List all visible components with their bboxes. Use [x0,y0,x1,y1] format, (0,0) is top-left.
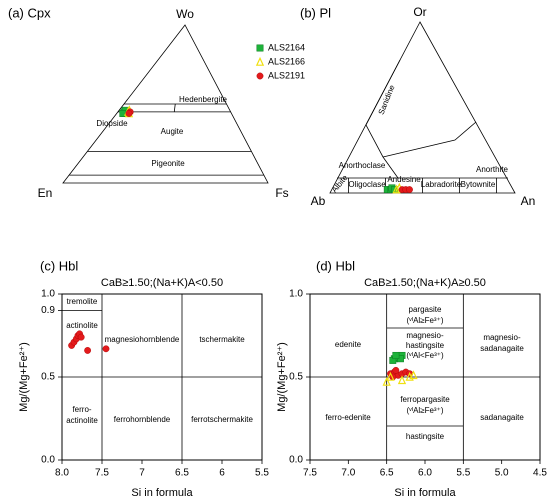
field-label: ferro- [72,405,91,414]
marker [125,110,133,117]
x-axis-title: Si in formula [394,487,456,499]
field-label: (ᵛᴵAl<Fe³⁺) [406,351,444,360]
marker [392,351,400,359]
x-axis-title: Si in formula [131,487,193,499]
field-label: ferrotschermakite [191,415,253,424]
apex-label: Or [413,5,426,19]
field-label: ferro-edenite [325,413,371,422]
legend-label: ALS2164 [268,42,305,52]
field-label: tremolite [67,297,98,306]
x-tick-label: 5.0 [495,468,509,479]
field-label: Bytownite [461,180,496,189]
field-label: tschermakite [199,335,245,344]
field-label: (ᵛᴵAl≥Fe³⁺) [407,316,444,325]
field-label: Pigeonite [151,159,185,168]
field-label: Labradorite [421,180,462,189]
field-label: magnesio- [406,331,444,340]
panel-title: (a) Cpx [8,5,51,20]
x-tick-label: 5.5 [255,468,269,479]
y-axis-title: Mg/(Mg+Fe²⁺) [276,342,288,412]
legend-marker [256,72,264,80]
field-label: sadanagaite [480,413,524,422]
marker [102,345,110,353]
panel-title: (c) Hbl [40,258,78,273]
marker [77,333,85,341]
x-tick-label: 7.5 [303,468,317,479]
legend-marker [255,56,265,66]
x-tick-label: 7.5 [95,468,109,479]
field-label: (ᵛᴵAl≥Fe³⁺) [407,406,444,415]
apex-label: Wo [176,7,194,21]
field-boundary [365,59,401,126]
y-tick-label: 0.9 [41,305,55,316]
x-tick-label: 4.5 [533,468,547,479]
field-label: Oligoclase [348,180,386,189]
field-boundary [382,121,477,158]
marker [392,366,400,374]
legend-marker [256,44,264,52]
field-label: hastingsite [406,432,445,441]
x-tick-label: 7 [139,468,145,479]
x-tick-label: 6 [219,468,225,479]
marker [386,371,395,381]
y-axis-title: Mg/(Mg+Fe²⁺) [18,342,30,412]
y-tick-label: 1.0 [289,289,303,300]
x-tick-label: 6.0 [418,468,432,479]
panel-title: (d) Hbl [316,258,355,273]
apex-label: En [38,186,53,200]
field-label: sadanagaite [480,344,524,353]
marker [397,375,407,385]
marker [392,184,401,194]
apex-label: An [521,194,536,208]
x-tick-label: 5.5 [456,468,470,479]
legend-label: ALS2191 [268,70,305,80]
x-tick-label: 8.0 [55,468,69,479]
field-boundary [173,103,176,112]
field-label: actinolite [66,321,98,330]
field-label: Diopside [96,119,128,128]
legend-label: ALS2166 [268,56,305,66]
field-label: magnesio- [483,333,521,342]
marker [406,186,413,193]
x-tick-label: 6.5 [175,468,189,479]
x-tick-label: 6.5 [380,468,394,479]
field-label: ferrohornblende [114,415,171,424]
field-label: Augite [161,127,184,136]
field-label: hastingsite [406,341,445,350]
field-label: Andesine [387,175,421,184]
field-label: actinolite [66,416,98,425]
field-label: Anorthoclase [339,161,386,170]
y-tick-label: 0.5 [41,372,55,383]
y-tick-label: 0.5 [289,372,303,383]
field-label: ferropargasite [400,395,450,404]
y-tick-label: 0.0 [41,455,55,466]
apex-label: Ab [311,194,326,208]
marker [84,347,92,354]
field-label: edenite [335,340,362,349]
y-tick-label: 1.0 [41,289,55,300]
apex-label: Fs [275,186,288,200]
field-label: Hedenbergite [179,95,228,104]
marker [409,370,418,380]
field-label: Anorthite [476,165,509,174]
field-label: Albite [330,173,350,195]
field-label: magnesiohornblende [105,335,180,344]
y-tick-label: 0.0 [289,455,303,466]
panel-subtitle: CaB≥1.50;(Na+K)A<0.50 [101,277,223,289]
panel-subtitle: CaB≥1.50;(Na+K)A≥0.50 [364,277,486,289]
x-tick-label: 7.0 [341,468,355,479]
panel-title: (b) Pl [300,5,331,20]
marker [382,376,391,386]
field-label: pargasite [409,305,442,314]
